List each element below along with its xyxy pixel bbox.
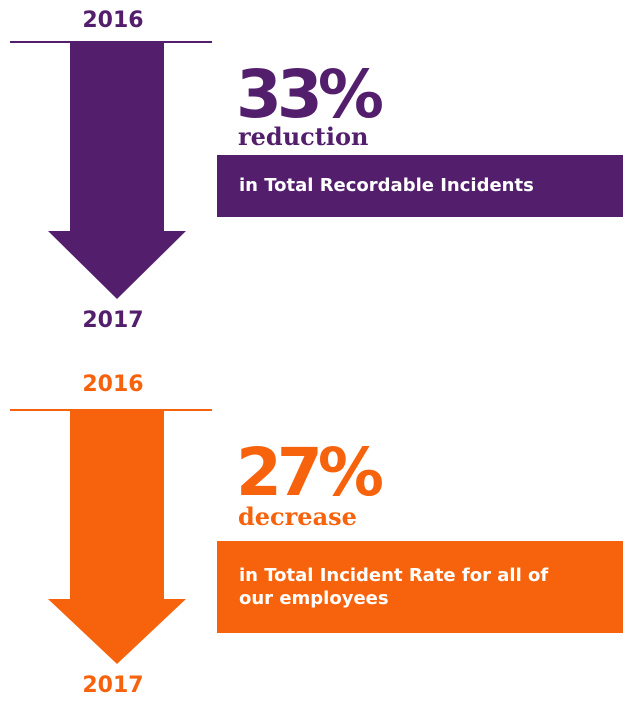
down-arrow-icon: [48, 43, 186, 299]
percent-value: 27%: [236, 434, 384, 511]
to-year-label: 2017: [82, 673, 144, 698]
description-banner: in Total Incident Rate for all of our em…: [217, 541, 623, 633]
description-banner: in Total Recordable Incidents: [217, 155, 623, 217]
top-rule: [10, 41, 212, 43]
change-word: reduction: [238, 122, 369, 151]
from-year-label: 2016: [82, 8, 144, 33]
percent-value: 33%: [236, 56, 384, 133]
from-year-label: 2016: [82, 372, 144, 397]
change-word: decrease: [238, 502, 357, 531]
top-rule: [10, 409, 212, 411]
stat-block-total-incident-rate: 2016 2017 27% decrease in Total Incident…: [0, 360, 627, 701]
to-year-label: 2017: [82, 308, 144, 333]
stat-block-total-recordable: 2016 2017 33% reduction in Total Recorda…: [0, 0, 627, 340]
down-arrow-icon: [48, 411, 186, 664]
